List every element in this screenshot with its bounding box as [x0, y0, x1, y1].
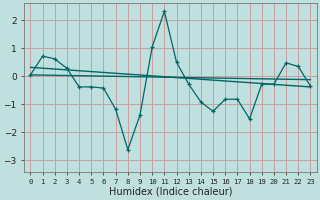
X-axis label: Humidex (Indice chaleur): Humidex (Indice chaleur) — [109, 187, 232, 197]
